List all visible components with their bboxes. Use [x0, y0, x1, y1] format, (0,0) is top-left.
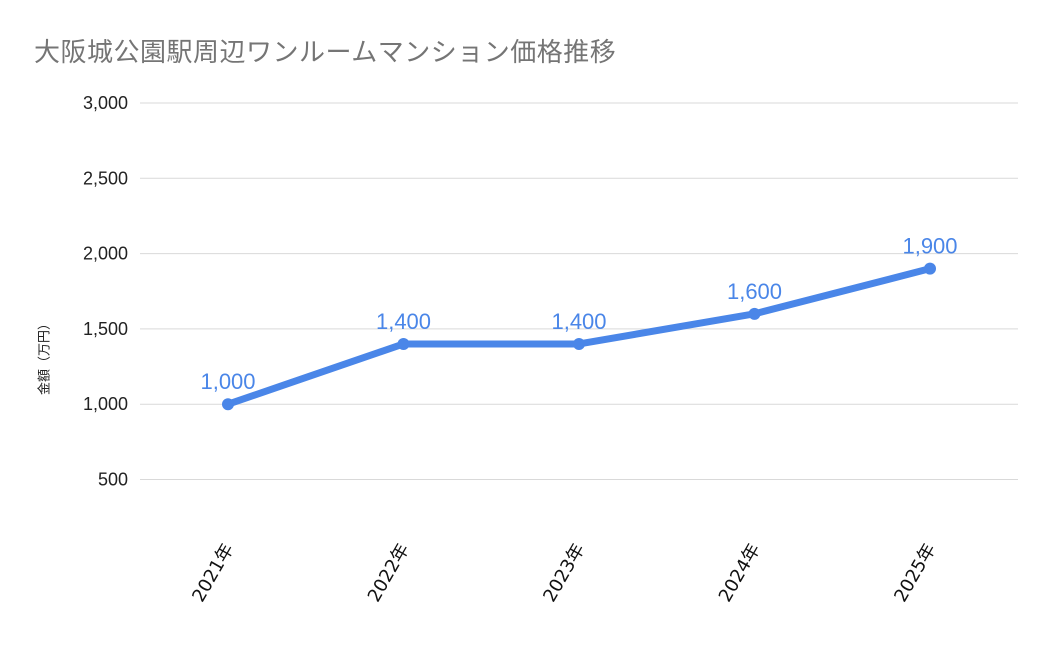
data-label: 1,000	[200, 369, 255, 394]
y-tick-label: 1,500	[83, 319, 128, 339]
x-tick-label: 2025年	[890, 540, 940, 606]
data-label: 1,400	[376, 309, 431, 334]
x-tick-label: 2023年	[539, 540, 589, 606]
y-tick-label: 2,500	[83, 168, 128, 188]
series-line	[224, 265, 934, 408]
data-point	[397, 337, 410, 350]
x-tick-label: 2022年	[364, 540, 414, 606]
y-tick-label: 2,000	[83, 244, 128, 264]
data-point	[748, 307, 761, 320]
chart-title: 大阪城公園駅周辺ワンルームマンション価格推移	[34, 38, 617, 68]
y-tick-label: 3,000	[83, 93, 128, 113]
data-label: 1,600	[727, 279, 782, 304]
x-tick-label: 2024年	[715, 540, 765, 606]
data-point	[573, 337, 585, 350]
data-point	[222, 398, 234, 411]
data-label: 1,900	[902, 234, 957, 259]
data-point	[924, 262, 936, 275]
y-tick-label: 1,000	[83, 394, 128, 414]
y-tick-label: 500	[98, 470, 128, 490]
data-label: 1,400	[551, 309, 606, 334]
x-tick-label: 2021年	[188, 540, 238, 606]
